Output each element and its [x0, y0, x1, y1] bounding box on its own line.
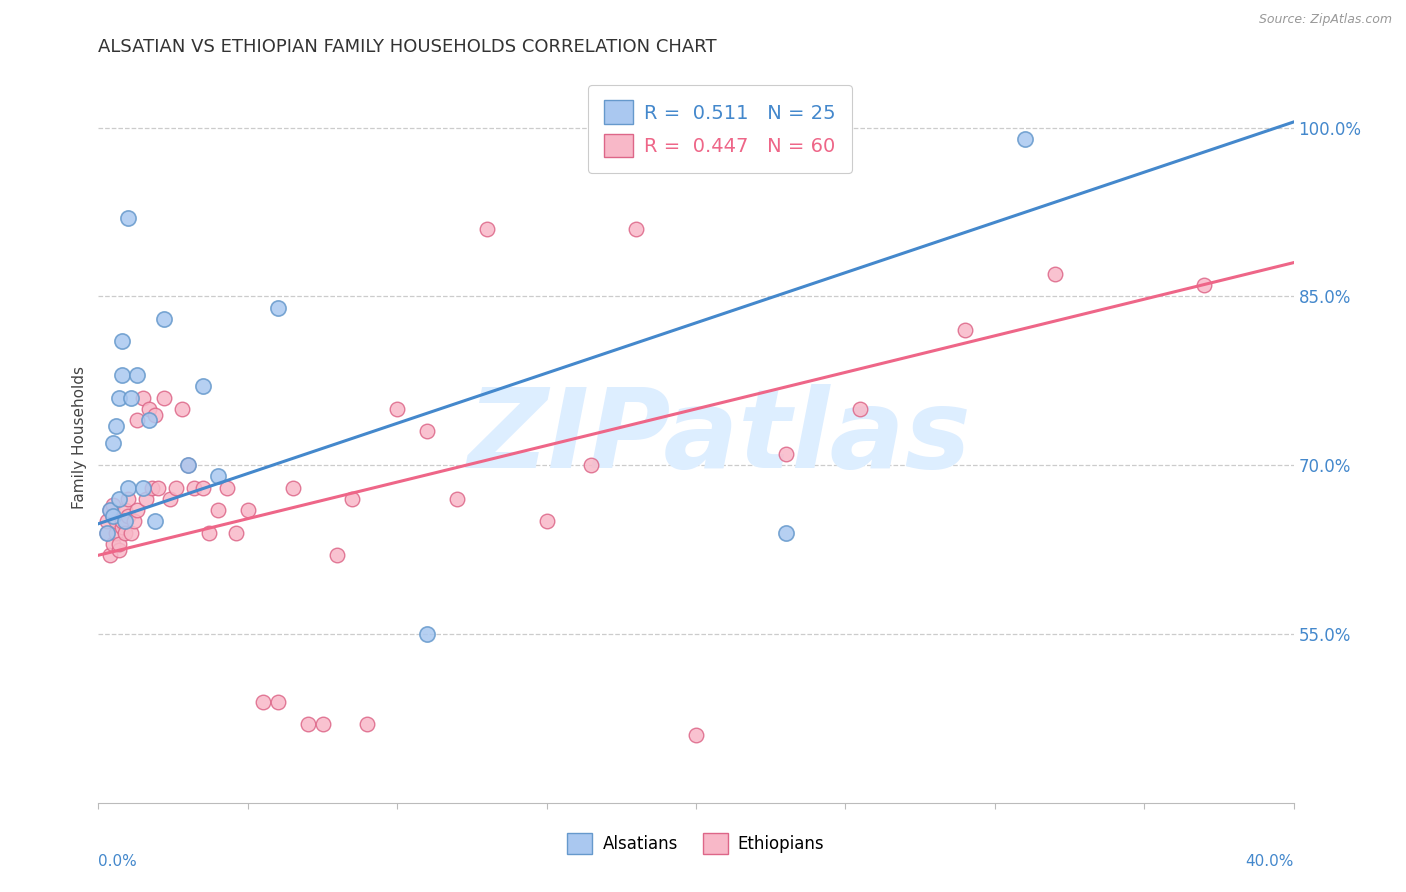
Point: [177, 458, 200, 473]
Point: [267, 301, 290, 315]
Point: [148, 481, 170, 495]
Point: [103, 435, 125, 450]
Point: [581, 458, 603, 473]
Point: [153, 312, 176, 326]
Point: [311, 717, 333, 731]
Point: [416, 425, 439, 439]
Point: [356, 717, 378, 731]
Text: ALSATIAN VS ETHIOPIAN FAMILY HOUSEHOLDS CORRELATION CHART: ALSATIAN VS ETHIOPIAN FAMILY HOUSEHOLDS …: [98, 38, 717, 56]
Point: [626, 222, 648, 236]
Point: [172, 401, 194, 416]
Point: [98, 503, 122, 517]
Point: [96, 515, 118, 529]
Point: [143, 515, 166, 529]
Point: [416, 627, 439, 641]
Point: [108, 491, 131, 506]
Point: [159, 491, 181, 506]
Point: [105, 418, 128, 433]
Point: [153, 391, 176, 405]
Point: [117, 491, 139, 506]
Point: [132, 481, 155, 495]
Point: [267, 694, 290, 708]
Text: ZIPatlas: ZIPatlas: [468, 384, 972, 491]
Text: Source: ZipAtlas.com: Source: ZipAtlas.com: [1258, 13, 1392, 27]
Point: [281, 481, 304, 495]
Point: [132, 391, 155, 405]
Y-axis label: Family Households: Family Households: [72, 366, 87, 508]
Point: [191, 379, 214, 393]
Point: [103, 537, 125, 551]
Point: [1192, 278, 1215, 293]
Point: [114, 525, 136, 540]
Text: 40.0%: 40.0%: [1246, 854, 1294, 869]
Point: [127, 413, 149, 427]
Point: [117, 211, 139, 225]
Point: [114, 503, 136, 517]
Point: [536, 515, 558, 529]
Point: [111, 368, 134, 383]
Point: [124, 515, 146, 529]
Point: [120, 391, 142, 405]
Point: [775, 525, 797, 540]
Point: [127, 368, 149, 383]
Point: [108, 391, 131, 405]
Point: [165, 481, 187, 495]
Point: [685, 728, 707, 742]
Point: [108, 542, 131, 557]
Point: [103, 508, 125, 523]
Point: [105, 515, 128, 529]
Point: [342, 491, 364, 506]
Point: [117, 481, 139, 495]
Text: 0.0%: 0.0%: [98, 854, 138, 869]
Point: [117, 508, 139, 523]
Point: [225, 525, 247, 540]
Point: [1043, 267, 1066, 281]
Point: [111, 515, 134, 529]
Point: [143, 408, 166, 422]
Point: [207, 503, 229, 517]
Point: [96, 525, 118, 540]
Point: [775, 447, 797, 461]
Point: [446, 491, 468, 506]
Point: [127, 503, 149, 517]
Point: [198, 525, 221, 540]
Point: [177, 458, 200, 473]
Point: [108, 537, 131, 551]
Point: [183, 481, 205, 495]
Point: [103, 498, 125, 512]
Point: [105, 525, 128, 540]
Point: [191, 481, 214, 495]
Point: [98, 548, 122, 562]
Point: [120, 525, 142, 540]
Point: [215, 481, 238, 495]
Point: [111, 520, 134, 534]
Point: [135, 491, 157, 506]
Point: [297, 717, 319, 731]
Point: [236, 503, 259, 517]
Point: [96, 525, 118, 540]
Point: [326, 548, 349, 562]
Point: [252, 694, 274, 708]
Point: [98, 503, 122, 517]
Point: [138, 413, 160, 427]
Point: [207, 469, 229, 483]
Point: [103, 508, 125, 523]
Point: [385, 401, 409, 416]
Point: [111, 334, 134, 349]
Point: [1014, 132, 1036, 146]
Point: [138, 401, 160, 416]
Point: [141, 481, 163, 495]
Legend: Alsatians, Ethiopians: Alsatians, Ethiopians: [561, 827, 831, 860]
Point: [849, 401, 872, 416]
Point: [953, 323, 976, 337]
Point: [475, 222, 498, 236]
Point: [114, 515, 136, 529]
